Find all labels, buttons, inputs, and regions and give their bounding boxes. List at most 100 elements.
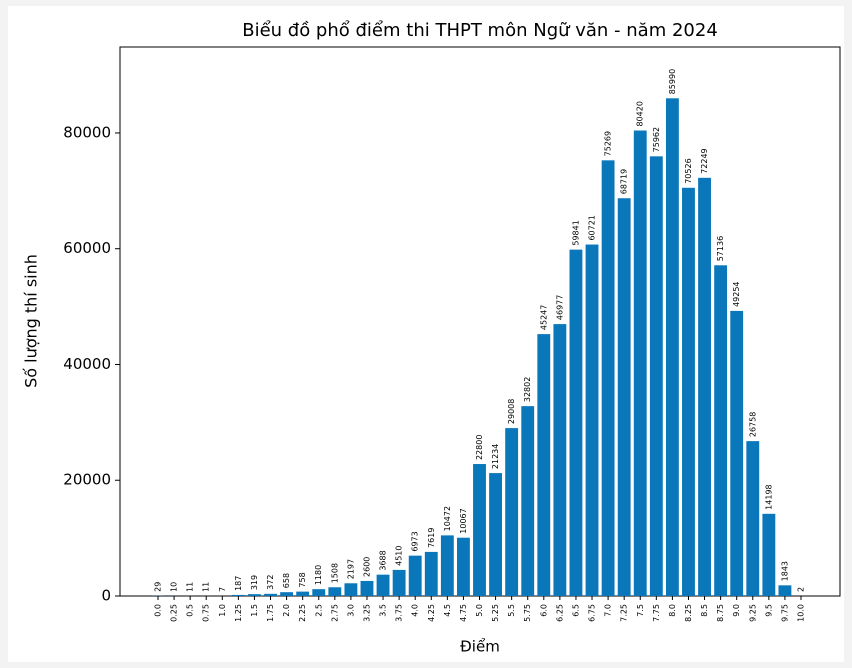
bar	[505, 428, 519, 596]
x-tick-label: 3.5	[379, 604, 388, 617]
bar	[473, 464, 486, 596]
x-tick-label: 6.0	[539, 604, 548, 617]
value-label: 319	[250, 575, 259, 590]
x-tick-label: 9.25	[748, 604, 757, 622]
value-label: 68719	[620, 169, 629, 194]
bar	[440, 535, 454, 596]
value-label: 2600	[362, 557, 371, 577]
bar	[248, 594, 261, 596]
x-tick-label: 3.75	[395, 604, 404, 622]
x-tick-label: 2.25	[298, 604, 307, 622]
bar	[698, 177, 711, 597]
value-label: 11	[202, 582, 211, 592]
bar	[649, 156, 663, 596]
bar	[665, 98, 679, 597]
x-tick-label: 6.25	[555, 604, 564, 622]
y-axis-label: Số lượng thí sinh	[22, 254, 41, 388]
y-tick-label: 20000	[63, 471, 111, 489]
value-label: 10472	[443, 506, 452, 531]
x-tick-label: 9.75	[780, 604, 789, 622]
x-tick-label: 3.25	[362, 604, 371, 622]
value-label: 7	[218, 587, 227, 592]
value-label: 60721	[588, 215, 597, 240]
bar	[762, 513, 776, 596]
x-tick-label: 2.75	[330, 604, 339, 622]
bar	[424, 551, 438, 596]
bar	[392, 569, 406, 596]
x-tick-label: 2.5	[314, 604, 323, 617]
bar	[296, 591, 310, 596]
x-tick-label: 1.25	[234, 604, 243, 622]
value-label: 14198	[764, 484, 773, 509]
value-label: 2197	[346, 559, 355, 579]
bar	[328, 587, 342, 596]
bar	[264, 593, 277, 596]
bar	[714, 265, 728, 596]
x-tick-label: 7.5	[636, 604, 645, 617]
bar	[746, 441, 760, 596]
value-label: 80420	[636, 101, 645, 126]
value-label: 10	[170, 582, 179, 592]
x-tick-label: 9.0	[732, 604, 741, 617]
x-tick-label: 8.5	[700, 604, 709, 617]
bar	[617, 198, 631, 597]
x-tick-label: 0.25	[170, 604, 179, 622]
x-tick-label: 10.0	[797, 604, 806, 622]
value-label: 26758	[748, 412, 757, 437]
bar	[280, 592, 294, 596]
x-tick-label: 1.0	[218, 604, 227, 617]
bar	[231, 594, 245, 596]
x-tick-label: 8.25	[684, 604, 693, 622]
bar	[682, 187, 695, 596]
x-tick-label: 7.75	[652, 604, 661, 622]
x-tick-label: 5.75	[523, 604, 532, 622]
value-label: 1180	[314, 565, 323, 585]
value-label: 3688	[379, 550, 388, 570]
x-tick-label: 8.75	[716, 604, 725, 622]
x-tick-label: 5.5	[507, 604, 516, 617]
value-label: 658	[282, 573, 291, 588]
bar	[553, 324, 567, 596]
value-label: 49254	[732, 281, 741, 306]
value-label: 10067	[459, 508, 468, 533]
x-tick-label: 9.5	[764, 604, 773, 617]
x-tick-label: 5.25	[491, 604, 500, 622]
bar	[537, 334, 551, 596]
y-tick-label: 40000	[63, 355, 111, 373]
bar	[633, 130, 647, 596]
chart-title: Biểu đồ phổ điểm thi THPT môn Ngữ văn - …	[242, 20, 718, 41]
y-tick-label: 80000	[63, 123, 111, 141]
value-label: 21234	[491, 444, 500, 469]
bar	[778, 585, 792, 596]
value-label: 1508	[330, 563, 339, 583]
x-tick-label: 1.5	[250, 604, 259, 617]
x-tick-label: 4.25	[427, 604, 436, 622]
x-tick-label: 2.0	[282, 604, 291, 617]
value-label: 187	[234, 576, 243, 591]
x-tick-label: 0.0	[154, 604, 163, 617]
value-label: 75962	[652, 127, 661, 152]
x-tick-label: 6.75	[588, 604, 597, 622]
bar	[569, 249, 583, 596]
x-tick-label: 7.25	[620, 604, 629, 622]
x-tick-label: 0.5	[186, 604, 195, 617]
x-tick-label: 0.75	[202, 604, 211, 622]
bar	[344, 583, 358, 596]
value-label: 11	[186, 582, 195, 592]
value-label: 6973	[411, 531, 420, 551]
value-label: 1843	[780, 561, 789, 581]
bar	[489, 473, 503, 596]
value-label: 46977	[555, 295, 564, 320]
x-tick-label: 3.0	[346, 604, 355, 617]
value-label: 22800	[475, 435, 484, 460]
value-label: 29	[154, 582, 163, 592]
x-axis-label: Điểm	[460, 638, 500, 656]
bar	[312, 589, 326, 596]
value-label: 372	[266, 575, 275, 590]
value-label: 32802	[523, 377, 532, 402]
x-tick-label: 4.0	[411, 604, 420, 617]
x-tick-label: 7.0	[604, 604, 613, 617]
value-label: 75269	[604, 131, 613, 156]
value-label: 7619	[427, 528, 436, 548]
